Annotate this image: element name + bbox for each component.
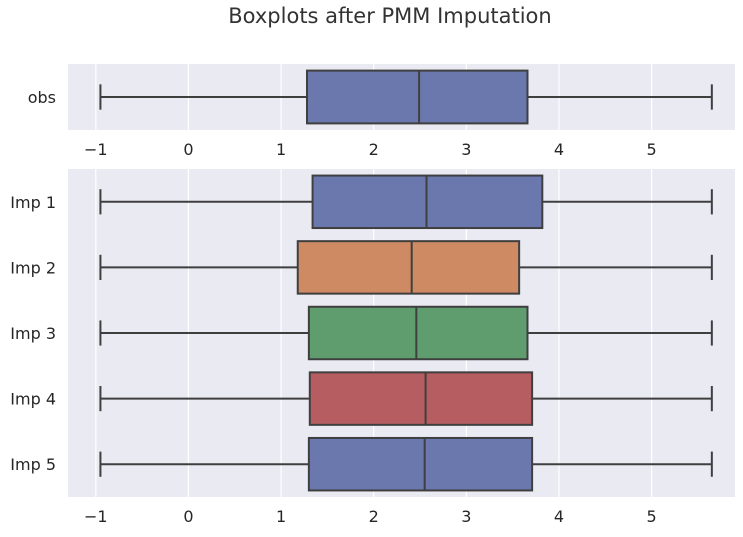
category-label: Imp 4 xyxy=(10,390,56,409)
x-tick-label: 5 xyxy=(647,140,657,159)
x-tick-label: 2 xyxy=(369,507,379,526)
x-tick-label: −1 xyxy=(84,507,108,526)
box-iqr xyxy=(307,305,529,361)
category-label: Imp 1 xyxy=(10,193,56,212)
x-tick-label: 1 xyxy=(276,507,286,526)
category-label: obs xyxy=(28,88,56,107)
box-iqr xyxy=(296,240,521,295)
x-tick-label: 3 xyxy=(461,507,471,526)
category-label: Imp 3 xyxy=(10,324,56,343)
x-tick-label: 2 xyxy=(369,140,379,159)
box-iqr xyxy=(308,371,534,426)
x-tick-label: −1 xyxy=(84,140,108,159)
category-label: Imp 2 xyxy=(10,258,56,277)
x-tick-label: 1 xyxy=(276,140,286,159)
box-iqr xyxy=(307,436,534,492)
panel-imputed: −1 0 1 2 3 4 5 Imp 1 Imp 2 Imp 3 Imp 4 Imp 5 xyxy=(10,169,735,526)
category-label: Imp 5 xyxy=(10,455,56,474)
chart-title: Boxplots after PMM Imputation xyxy=(228,4,551,28)
x-tick-label: 3 xyxy=(461,140,471,159)
x-tick-label: 0 xyxy=(183,140,193,159)
x-tick-label: 4 xyxy=(554,507,564,526)
x-tick-label: 0 xyxy=(183,507,193,526)
x-tick-label: 5 xyxy=(647,507,657,526)
box-iqr xyxy=(306,69,529,125)
panel-observed: −1 0 1 2 3 4 5 obs xyxy=(28,64,735,159)
x-tick-label: 4 xyxy=(554,140,564,159)
